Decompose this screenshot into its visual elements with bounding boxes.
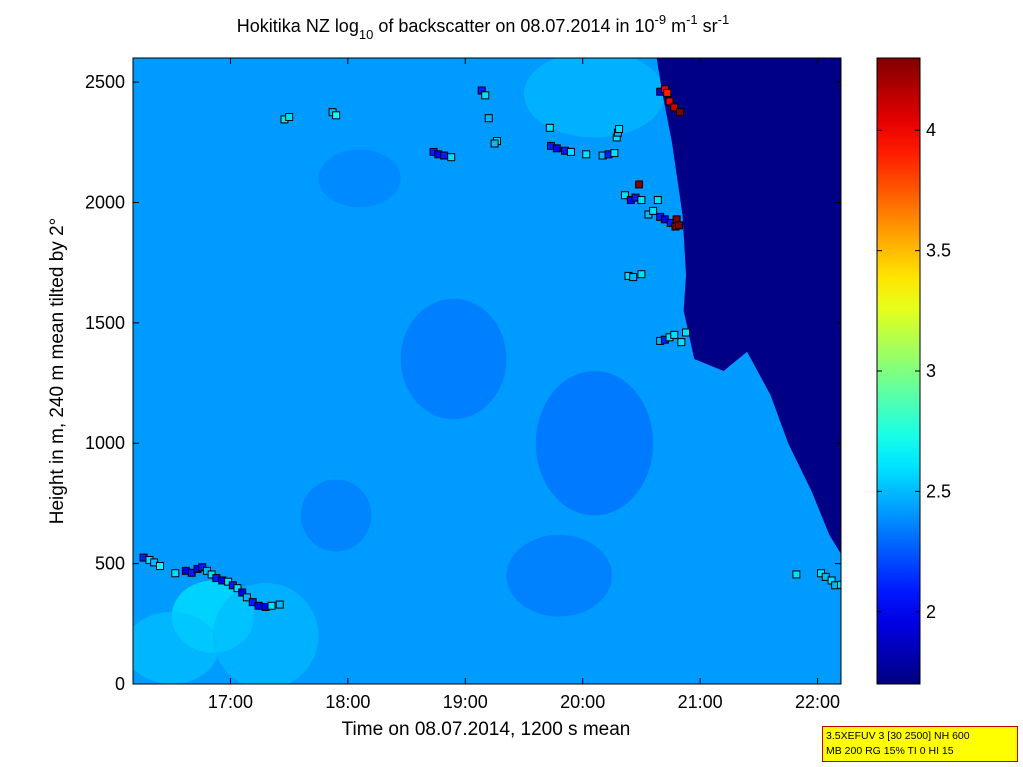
cloud-base-marker bbox=[447, 153, 456, 162]
field-patch bbox=[300, 479, 372, 552]
cloud-base-marker bbox=[484, 114, 493, 123]
field-patch bbox=[506, 534, 613, 617]
colorbar-ticks: 2 2.5 3 3.5 4 bbox=[877, 120, 951, 622]
x-tick-label: 21:00 bbox=[678, 692, 723, 712]
x-tick-label: 17:00 bbox=[208, 692, 253, 712]
x-tick-label: 19:00 bbox=[443, 692, 488, 712]
cloud-base-marker bbox=[440, 151, 449, 160]
cloud-base-marker bbox=[677, 338, 686, 347]
field-patch bbox=[535, 371, 654, 516]
info-line-2: MB 200 RG 15% TI 0 HI 15 bbox=[826, 745, 954, 757]
cloud-base-marker bbox=[233, 584, 242, 593]
y-tick-label: 1000 bbox=[85, 433, 125, 453]
cloud-base-marker bbox=[545, 123, 554, 132]
cloud-base-marker bbox=[637, 270, 646, 279]
cloud-base-marker bbox=[665, 97, 674, 106]
backscatter-field bbox=[133, 58, 841, 684]
info-line-1: 3.5XEFUV 3 [30 2500] NH 600 bbox=[826, 730, 970, 742]
y-tick-label: 2000 bbox=[85, 192, 125, 212]
cloud-base-marker bbox=[635, 180, 644, 189]
cloud-base-marker bbox=[285, 112, 294, 121]
cloud-base-marker bbox=[242, 593, 251, 602]
low-signal-region bbox=[656, 58, 841, 554]
cloud-base-marker bbox=[552, 144, 561, 153]
cloud-base-marker bbox=[649, 206, 658, 215]
colorbar-tick-label: 3 bbox=[926, 361, 936, 381]
processing-info-box: 3.5XEFUV 3 [30 2500] NH 600 MB 200 RG 15… bbox=[822, 726, 1018, 762]
y-axis-ticks: 0 500 1000 1500 2000 2500 bbox=[85, 72, 841, 694]
cloud-base-marker bbox=[670, 330, 679, 339]
cloud-base-marker bbox=[620, 191, 629, 200]
field-patch bbox=[212, 582, 319, 684]
x-axis-label: Time on 08.07.2014, 1200 s mean bbox=[342, 719, 631, 740]
chart-title: Hokitika NZ log10 of backscatter on 08.0… bbox=[237, 12, 729, 42]
cloud-base-marker bbox=[629, 273, 638, 282]
colorbar bbox=[876, 57, 921, 685]
cloud-base-marker bbox=[837, 580, 841, 589]
cloud-base-marker bbox=[663, 88, 672, 97]
cloud-base-marker bbox=[615, 125, 624, 134]
cloud-base-marker bbox=[674, 221, 683, 230]
cloud-base-marker bbox=[582, 150, 591, 159]
colorbar-tick-label: 4 bbox=[926, 120, 936, 140]
x-axis-ticks: 17:00 18:00 19:00 20:00 21:00 22:00 bbox=[208, 58, 840, 712]
x-tick-label: 20:00 bbox=[560, 692, 605, 712]
cloud-base-markers bbox=[139, 85, 841, 611]
cloud-base-marker bbox=[676, 108, 685, 117]
cloud-base-marker bbox=[610, 149, 619, 158]
colorbar-tick-label: 2 bbox=[926, 602, 936, 622]
cloud-base-marker bbox=[332, 111, 341, 120]
y-axis-label: Height in m, 240 m mean tilted by 2° bbox=[47, 218, 68, 524]
cloud-base-marker bbox=[490, 139, 499, 148]
cloud-base-marker bbox=[267, 601, 276, 610]
y-tick-label: 500 bbox=[95, 554, 125, 574]
cloud-base-marker bbox=[670, 103, 679, 112]
cloud-base-marker bbox=[682, 328, 691, 337]
cloud-base-marker bbox=[637, 196, 646, 205]
cloud-base-marker bbox=[254, 601, 263, 610]
colorbar-tick-label: 3.5 bbox=[926, 241, 951, 261]
cloud-base-marker bbox=[792, 570, 801, 579]
cloud-base-marker bbox=[481, 91, 490, 100]
field-patch bbox=[400, 298, 507, 420]
cloud-base-marker bbox=[171, 569, 180, 578]
cloud-base-marker bbox=[566, 147, 575, 156]
plot-frame bbox=[132, 57, 842, 685]
field-patch bbox=[133, 611, 219, 684]
y-tick-label: 2500 bbox=[85, 72, 125, 92]
field-patch bbox=[524, 58, 665, 138]
y-tick-label: 0 bbox=[115, 674, 125, 694]
field-patch bbox=[318, 149, 401, 208]
y-tick-label: 1500 bbox=[85, 313, 125, 333]
cloud-base-marker bbox=[653, 196, 662, 205]
x-tick-label: 18:00 bbox=[325, 692, 370, 712]
cloud-base-marker bbox=[238, 588, 247, 597]
x-tick-label: 22:00 bbox=[795, 692, 840, 712]
cloud-base-marker bbox=[275, 600, 284, 609]
colorbar-tick-label: 2.5 bbox=[926, 481, 951, 501]
cloud-base-marker bbox=[156, 562, 165, 571]
